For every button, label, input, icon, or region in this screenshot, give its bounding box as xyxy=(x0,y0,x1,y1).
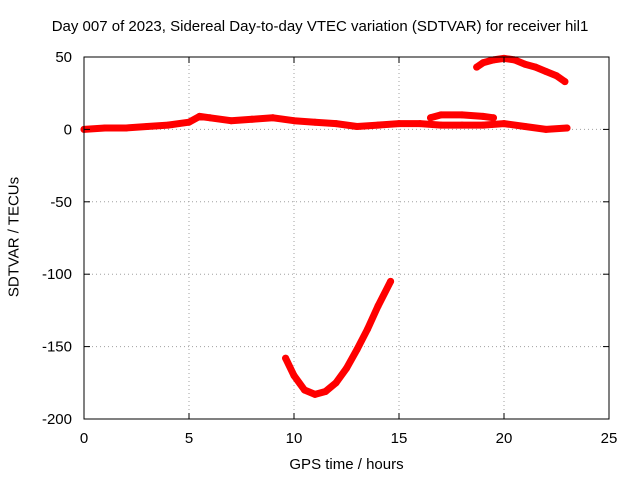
data-point xyxy=(301,386,308,394)
data-point xyxy=(374,121,382,129)
data-point xyxy=(196,112,203,120)
x-tick-label: 20 xyxy=(496,430,513,447)
data-point xyxy=(143,123,151,130)
data-point xyxy=(511,56,518,64)
data-point xyxy=(427,114,434,122)
data-point xyxy=(322,388,329,395)
plot-frame xyxy=(83,56,610,420)
data-point xyxy=(353,346,361,353)
data-point xyxy=(473,63,481,71)
data-point xyxy=(311,118,319,126)
data-point xyxy=(185,118,193,126)
data-point xyxy=(122,124,130,132)
data-point xyxy=(458,121,466,129)
data-point xyxy=(311,390,319,398)
data-point xyxy=(290,372,298,380)
x-axis-label: GPS time / hours xyxy=(289,456,404,473)
data-point xyxy=(416,120,424,128)
data-point xyxy=(458,111,466,119)
data-point xyxy=(437,121,445,129)
data-point xyxy=(332,120,340,128)
data-point xyxy=(364,325,371,333)
y-tick-label: -200 xyxy=(42,411,72,428)
series-trace xyxy=(282,277,395,398)
data-point xyxy=(353,123,361,130)
data-point xyxy=(374,302,382,310)
data-point xyxy=(269,114,277,122)
data-point xyxy=(553,72,560,80)
y-tick-label: -100 xyxy=(42,266,72,283)
data-point xyxy=(395,120,403,128)
data-point xyxy=(290,117,298,125)
data-point xyxy=(479,59,487,67)
data-point xyxy=(206,114,214,122)
y-tick-label: -150 xyxy=(42,339,72,356)
data-point xyxy=(542,68,550,75)
x-tick-label: 10 xyxy=(286,430,303,447)
data-point xyxy=(532,63,539,71)
data-point xyxy=(479,121,487,129)
data-point xyxy=(332,379,340,387)
data-point xyxy=(563,124,571,132)
data-point xyxy=(101,124,109,132)
x-tick-label: 15 xyxy=(391,430,408,447)
series-trace xyxy=(473,54,569,86)
data-point xyxy=(343,364,350,372)
data-point xyxy=(248,115,256,123)
data-point xyxy=(282,354,290,362)
data-point xyxy=(490,56,497,64)
y-tick-label: -50 xyxy=(50,194,72,211)
data-point xyxy=(227,117,235,125)
data-point xyxy=(164,121,172,129)
x-tick-label: 5 xyxy=(185,430,193,447)
data-point xyxy=(387,277,395,285)
chart-title: Day 007 of 2023, Sidereal Day-to-day VTE… xyxy=(51,18,589,35)
y-tick-label: 0 xyxy=(64,121,72,138)
data-point xyxy=(561,78,569,86)
y-tick-label: 50 xyxy=(55,49,72,66)
data-point xyxy=(490,114,497,122)
y-axis-label: SDTVAR / TECUs xyxy=(5,176,23,298)
x-tick-label: 0 xyxy=(80,430,88,447)
data-point xyxy=(521,123,529,130)
data-point xyxy=(521,60,529,68)
data-point xyxy=(500,120,508,128)
x-tick-label: 25 xyxy=(601,430,618,447)
data-point xyxy=(479,112,487,120)
data-point xyxy=(437,111,445,119)
data-point xyxy=(542,125,550,133)
